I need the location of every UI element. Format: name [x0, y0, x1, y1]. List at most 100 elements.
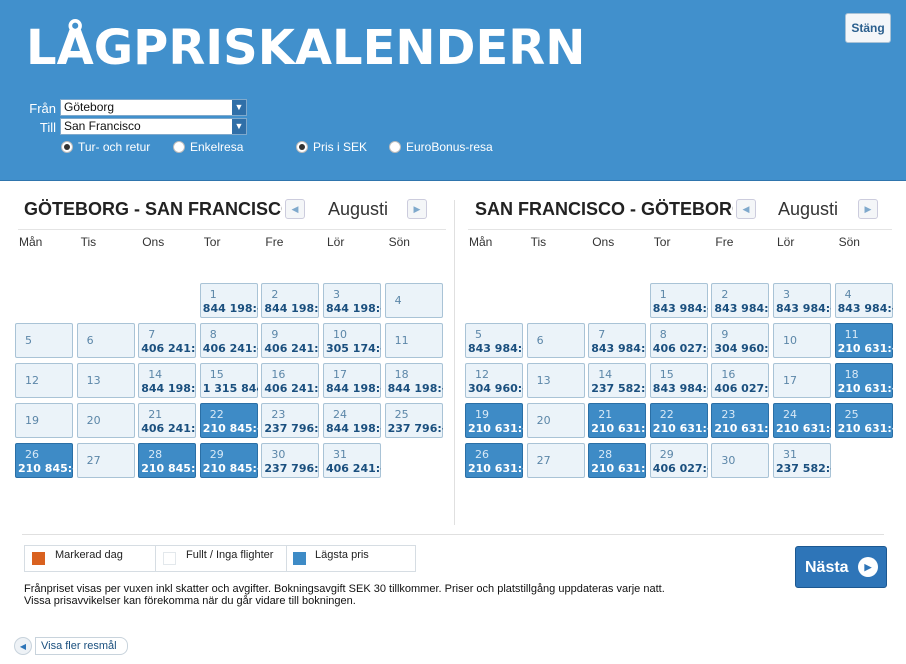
calendar-day-cell[interactable]: 29 406 027:-: [649, 443, 708, 478]
outbound-next-month-button[interactable]: ▶: [407, 199, 427, 219]
calendar-day-cell[interactable]: 28 210 845:-: [138, 443, 197, 478]
calendar-day-cell[interactable]: 25 210 631:-: [834, 403, 893, 438]
from-select[interactable]: Göteborg ▼: [60, 99, 247, 116]
calendar-day-cell[interactable]: 8 406 027:-: [649, 323, 708, 358]
chevron-down-icon[interactable]: ▼: [232, 100, 246, 115]
return-prev-month-button[interactable]: ◀: [736, 199, 756, 219]
calendar-day-cell[interactable]: 18 210 631:-: [834, 363, 893, 398]
radio-one-way[interactable]: Enkelresa: [173, 140, 243, 154]
calendar-day-cell[interactable]: 7 843 984:-: [588, 323, 647, 358]
legend-lowest-label: Lägsta pris: [315, 549, 369, 561]
calendar-day-cell[interactable]: 8 406 241:-: [199, 323, 258, 358]
calendar-day-cell[interactable]: 2 843 984:-: [711, 283, 770, 318]
day-number: 16: [271, 368, 286, 381]
weekday-header: Fre: [265, 235, 284, 249]
radio-round-trip[interactable]: Tur- och retur: [61, 140, 150, 154]
calendar-day-cell[interactable]: 2 844 198:-: [261, 283, 320, 318]
day-price: 406 241:-: [202, 342, 258, 355]
calendar-day-cell[interactable]: 1 843 984:-: [649, 283, 708, 318]
calendar-day-cell[interactable]: 15 843 984:-: [649, 363, 708, 398]
day-price: 406 241:-: [141, 422, 197, 435]
calendar-day-cell[interactable]: 12 304 960:-: [465, 363, 523, 398]
calendar-day-cell[interactable]: 29 210 845:-: [199, 443, 258, 478]
calendar-day-cell[interactable]: 26 210 631:-: [465, 443, 523, 478]
radio-round-trip-label: Tur- och retur: [78, 140, 151, 154]
legend-separator: [286, 546, 287, 571]
to-select[interactable]: San Francisco ▼: [60, 118, 247, 135]
chevron-down-icon[interactable]: ▼: [232, 119, 246, 134]
calendar-day-cell[interactable]: 22 210 845:-: [199, 403, 258, 438]
radio-eurobonus[interactable]: EuroBonus-resa: [389, 140, 493, 154]
calendar-day-cell[interactable]: 16 406 241:-: [261, 363, 320, 398]
day-price: 843 984:-: [714, 302, 770, 315]
calendar-day-cell[interactable]: 21 210 631:-: [588, 403, 647, 438]
day-number: 26: [25, 448, 39, 461]
calendar-day-cell[interactable]: 11 210 631:-: [834, 323, 893, 358]
calendar-day-cell[interactable]: 25 237 796:-: [384, 403, 443, 438]
calendar-day-cell[interactable]: 23 237 796:-: [261, 403, 320, 438]
legend-lowest-swatch: [293, 552, 306, 565]
day-number: 28: [598, 448, 613, 461]
day-number: 21: [598, 408, 613, 421]
bottom-divider: [22, 534, 884, 535]
day-number: 27: [536, 454, 551, 467]
calendar-day-cell[interactable]: 30 237 796:-: [261, 443, 320, 478]
calendar-day-cell[interactable]: 9 304 960:-: [711, 323, 770, 358]
weekday-header: Tor: [653, 235, 671, 249]
calendar-day-cell[interactable]: 18 844 198:-: [384, 363, 443, 398]
close-button[interactable]: Stäng: [845, 13, 891, 43]
calendar-day-cell[interactable]: 4 843 984:-: [834, 283, 893, 318]
next-button[interactable]: Nästa ▶: [795, 546, 887, 588]
calendar-day-cell[interactable]: 3 844 198:-: [323, 283, 381, 318]
calendar-day-cell: 6: [76, 323, 135, 358]
calendar-day-cell[interactable]: 22 210 631:-: [649, 403, 708, 438]
day-number: 31: [783, 448, 797, 461]
radio-dot-icon: [389, 141, 401, 153]
calendar-day-cell[interactable]: 31 406 241:-: [323, 443, 381, 478]
day-number: 1: [209, 288, 217, 301]
day-number: 10: [333, 328, 347, 341]
calendar-day-cell[interactable]: 24 844 198:-: [323, 403, 381, 438]
day-price: 210 631:-: [837, 382, 893, 395]
calendar-day-cell[interactable]: 5 843 984:-: [465, 323, 523, 358]
calendar-day-cell[interactable]: 3 843 984:-: [773, 283, 831, 318]
calendar-day-cell[interactable]: 7 406 241:-: [138, 323, 197, 358]
calendar-day-cell[interactable]: 10 305 174:-: [323, 323, 381, 358]
calendar-day-cell: 12: [15, 363, 73, 398]
calendar-day-cell[interactable]: 28 210 631:-: [588, 443, 647, 478]
calendar-day-cell[interactable]: 1 844 198:-: [199, 283, 258, 318]
calendar-day-cell[interactable]: 31 237 582:-: [773, 443, 831, 478]
calendar-day-cell: 17: [773, 363, 831, 398]
day-number: 14: [598, 368, 613, 381]
calendar-day-cell[interactable]: 24 210 631:-: [773, 403, 831, 438]
calendar-day-cell[interactable]: 21 406 241:-: [138, 403, 197, 438]
calendar-day-cell[interactable]: 17 844 198:-: [323, 363, 381, 398]
day-number: 13: [536, 374, 551, 387]
day-price: 237 582:-: [776, 462, 831, 475]
calendar-day-cell[interactable]: 14 844 198:-: [138, 363, 197, 398]
day-number: 20: [536, 414, 551, 427]
calendar-day-cell[interactable]: 151 315 844:-: [199, 363, 258, 398]
calendar-day-cell[interactable]: 19 210 631:-: [465, 403, 523, 438]
more-destinations-link[interactable]: ◀ Visa fler resmål: [14, 637, 128, 655]
weekday-header: Tor: [203, 235, 221, 249]
day-number: 30: [721, 454, 736, 467]
calendar-day-cell[interactable]: 26 210 845:-: [15, 443, 73, 478]
calendar-day-cell[interactable]: 14 237 582:-: [588, 363, 647, 398]
outbound-prev-month-button[interactable]: ◀: [285, 199, 305, 219]
return-next-month-button[interactable]: ▶: [858, 199, 878, 219]
day-number: 12: [25, 374, 39, 387]
day-number: 11: [394, 334, 409, 347]
weekday-header: Ons: [142, 235, 165, 249]
from-label: Från: [29, 101, 56, 116]
to-label: Till: [39, 120, 56, 135]
calendar-day-cell[interactable]: 9 406 241:-: [261, 323, 320, 358]
calendar-day-cell[interactable]: 23 210 631:-: [711, 403, 770, 438]
legend: Markerad dag Fullt / Inga flighter Lägst…: [24, 545, 416, 572]
day-price: 843 984:-: [652, 382, 708, 395]
day-number: 16: [721, 368, 736, 381]
day-price: 210 631:-: [837, 342, 893, 355]
calendar-day-cell[interactable]: 16 406 027:-: [711, 363, 770, 398]
day-number: 23: [271, 408, 286, 421]
radio-price-sek[interactable]: Pris i SEK: [296, 140, 367, 154]
